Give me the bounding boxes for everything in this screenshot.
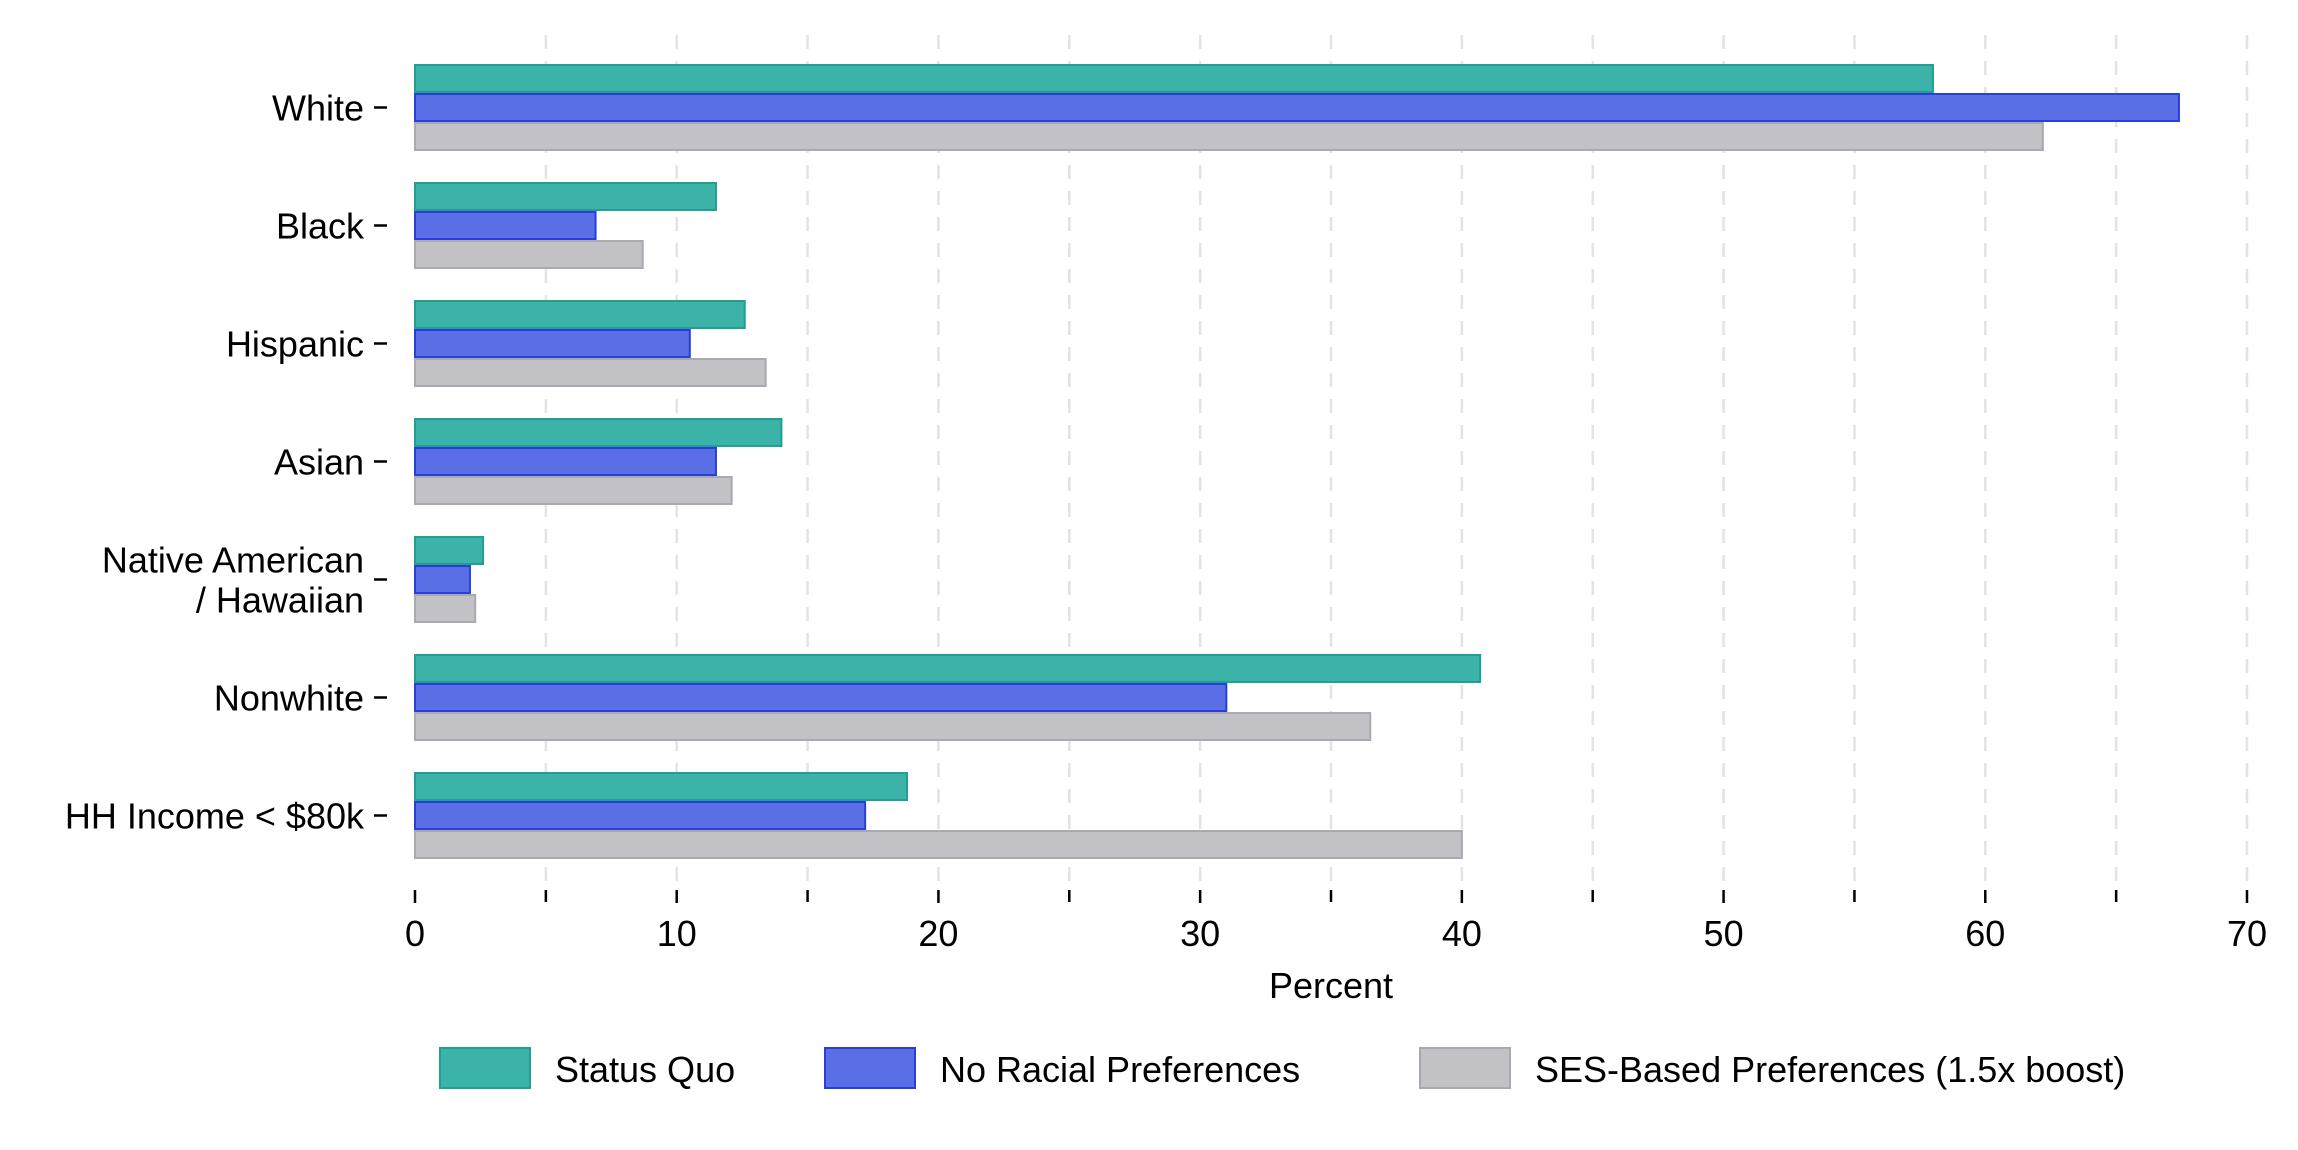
bar — [414, 536, 485, 565]
x-axis: 0 10 20 30 40 50 60 70 — [405, 890, 2267, 954]
x-tick-label: 30 — [1180, 913, 1220, 954]
legend-label: Status Quo — [555, 1049, 735, 1090]
x-tick-label: 0 — [405, 913, 425, 954]
bar — [414, 418, 783, 447]
bar — [414, 300, 746, 329]
bar — [414, 64, 1934, 93]
y-tick-label: Hispanic — [226, 324, 364, 365]
x-tick-label: 50 — [1704, 913, 1744, 954]
bar — [414, 801, 867, 830]
x-tick-label: 10 — [657, 913, 697, 954]
x-tick-label: 20 — [918, 913, 958, 954]
legend-swatch — [1419, 1047, 1511, 1089]
bar — [414, 830, 1463, 859]
bar — [414, 772, 909, 801]
y-tick-label: HH Income < $80k — [65, 796, 365, 837]
x-tick-label: 70 — [2227, 913, 2267, 954]
bar — [414, 329, 691, 358]
legend-label: No Racial Preferences — [940, 1049, 1300, 1090]
bar — [414, 476, 733, 505]
bar — [414, 447, 717, 476]
bar — [414, 565, 471, 594]
x-tick-label: 40 — [1442, 913, 1482, 954]
bar — [414, 182, 717, 211]
gridlines — [544, 35, 2249, 883]
y-tick-label: Native American / Hawaiian — [102, 540, 364, 621]
y-tick-label: Asian — [274, 442, 364, 483]
y-tick-label: Nonwhite — [214, 678, 364, 719]
bar — [414, 240, 644, 269]
y-axis: White Black Hispanic Asian Native American / … — [65, 88, 387, 837]
legend: Status Quo No Racial Preferences SES-Based… — [439, 1047, 2125, 1090]
x-axis-label: Percent — [1269, 965, 1393, 1006]
bar — [414, 594, 477, 623]
bar — [414, 211, 597, 240]
legend-swatch — [439, 1047, 531, 1089]
bar — [414, 358, 767, 387]
bar — [414, 683, 1228, 712]
legend-label: SES-Based Preferences (1.5x boost) — [1535, 1049, 2125, 1090]
bar — [414, 122, 2044, 151]
bar — [414, 93, 2180, 122]
y-tick-label: Black — [276, 206, 365, 247]
legend-swatch — [824, 1047, 916, 1089]
x-tick-label: 60 — [1965, 913, 2005, 954]
bar — [414, 654, 1482, 683]
bar — [414, 712, 1372, 741]
y-tick-label: White — [272, 88, 364, 129]
bars — [414, 64, 2180, 859]
